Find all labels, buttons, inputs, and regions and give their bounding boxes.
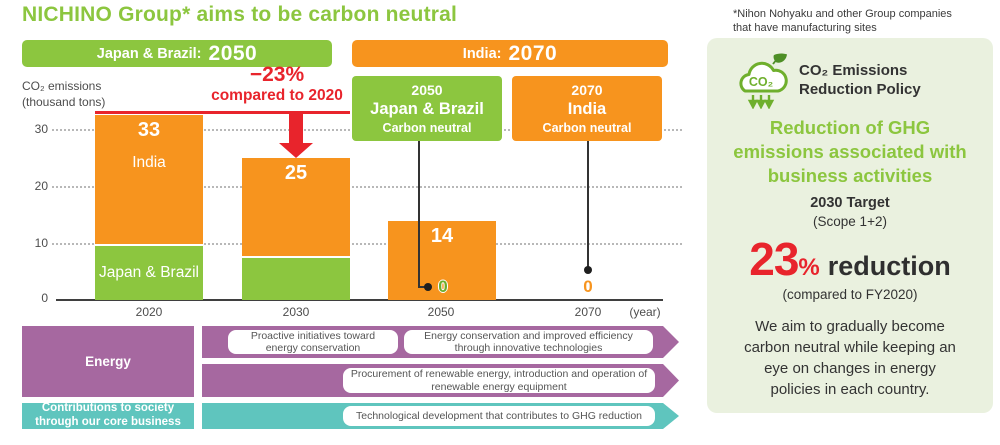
x-tick-2070: 2070 — [574, 305, 602, 319]
co2-cloud-icon: CO₂ — [739, 53, 788, 109]
x-axis-unit: (year) — [629, 305, 661, 319]
bar-2030-total-label: 25 — [284, 162, 308, 184]
bar-2020-india: 33 India — [95, 115, 203, 244]
initiative-pill-innovative-technologies: Energy conservation and improved efficie… — [404, 330, 653, 354]
target-title: 2030 Target — [810, 195, 890, 211]
callout-2070-region: India — [567, 99, 607, 118]
bar-2030-india: 25 — [242, 158, 350, 256]
initiative-pill-ghg-technology: Technological development that contribut… — [343, 406, 655, 426]
policy-heading: CO₂ Emissions Reduction Policy — [799, 61, 921, 99]
callout-2050-note: Carbon neutral — [382, 121, 472, 136]
down-arrows-icon — [747, 95, 775, 109]
page-title: NICHINO Group* aims to be carbon neutral — [22, 3, 458, 26]
bar-2020-india-label: India — [132, 154, 166, 171]
target-scope: (Scope 1+2) — [813, 214, 887, 229]
policy-panel-header: CO₂ CO₂ Emissions Reduction Policy — [733, 51, 921, 109]
callout-2050-region: Japan & Brazil — [370, 99, 484, 118]
connector-2050-horizontal — [418, 286, 427, 288]
policy-subheading: Reduction of GHG emissions associated wi… — [733, 117, 967, 187]
policy-panel: CO₂ CO₂ Emissions Reduction Policy Reduc… — [707, 38, 993, 413]
initiative-pill-renewable-energy: Procurement of renewable energy, introdu… — [343, 368, 655, 393]
bar-2020-total-label: 33 — [137, 119, 161, 141]
y-tick-20: 20 — [34, 179, 48, 193]
header-japan-brazil-label: Japan & Brazil: — [96, 45, 202, 62]
bar-2030-japan-brazil — [242, 256, 350, 300]
header-india: India: 2070 — [352, 40, 668, 67]
leaf-icon — [773, 53, 787, 63]
callout-2070: 2070 India Carbon neutral — [512, 76, 662, 141]
initiative-pill-energy-conservation: Proactive initiatives toward energy cons… — [228, 330, 398, 354]
header-india-label: India: — [462, 45, 502, 62]
value-2070-zero: 0 — [583, 277, 593, 296]
connector-2050-vertical — [418, 141, 420, 288]
compared-note: (compared to FY2020) — [782, 287, 918, 302]
reduction-word: reduction — [827, 251, 951, 281]
y-tick-30: 30 — [34, 122, 48, 136]
x-axis-line — [56, 299, 663, 301]
connector-2070-vertical — [587, 141, 589, 270]
reduction-percent-label: −23% — [249, 63, 305, 86]
reduction-number: 23 — [749, 233, 799, 285]
bar-2020-japan-brazil: Japan & Brazil — [95, 244, 203, 300]
header-india-year: 2070 — [508, 41, 558, 65]
cloud-icon — [739, 61, 788, 93]
reduction-compare-label: compared to 2020 — [211, 87, 343, 104]
gridline-10 — [52, 243, 682, 245]
y-tick-0: 0 — [41, 291, 48, 305]
bar-2050-india: 14 — [388, 221, 496, 300]
bar-2050-total-label: 14 — [430, 225, 454, 247]
red-arrow-shaft — [289, 114, 303, 144]
gridline-20 — [52, 186, 682, 188]
x-tick-2030: 2030 — [282, 305, 310, 319]
y-tick-10: 10 — [34, 236, 48, 250]
connector-2070-dot — [584, 266, 592, 274]
category-society: Contributions to society through our cor… — [22, 402, 194, 429]
value-2050-zero: 0 — [438, 277, 448, 296]
category-energy: Energy — [22, 326, 194, 397]
callout-2070-year: 2070 — [571, 81, 603, 98]
x-tick-2020: 2020 — [135, 305, 163, 319]
policy-body: We aim to gradually become carbon neutra… — [744, 318, 956, 398]
header-japan-brazil-year: 2050 — [208, 41, 258, 65]
x-tick-2050: 2050 — [427, 305, 455, 319]
baseline-2020-level-line — [95, 111, 350, 114]
y-axis-label: CO₂ emissions (thousand tons) — [22, 79, 106, 109]
reduction-percent-sign: % — [798, 254, 820, 281]
callout-2050: 2050 Japan & Brazil Carbon neutral — [352, 76, 502, 141]
bar-2020-jb-label: Japan & Brazil — [99, 264, 199, 281]
callout-2050-year: 2050 — [411, 81, 443, 98]
callout-2070-note: Carbon neutral — [542, 121, 632, 136]
header-japan-brazil: Japan & Brazil: 2050 — [22, 40, 332, 67]
connector-2050-dot — [424, 283, 432, 291]
footnote: *Nihon Nohyaku and other Group companies… — [733, 8, 952, 35]
cloud-co2-text: CO₂ — [749, 75, 773, 89]
reduction-figure: 23 % reduction — [707, 232, 993, 286]
red-arrow-head-icon — [279, 143, 313, 158]
